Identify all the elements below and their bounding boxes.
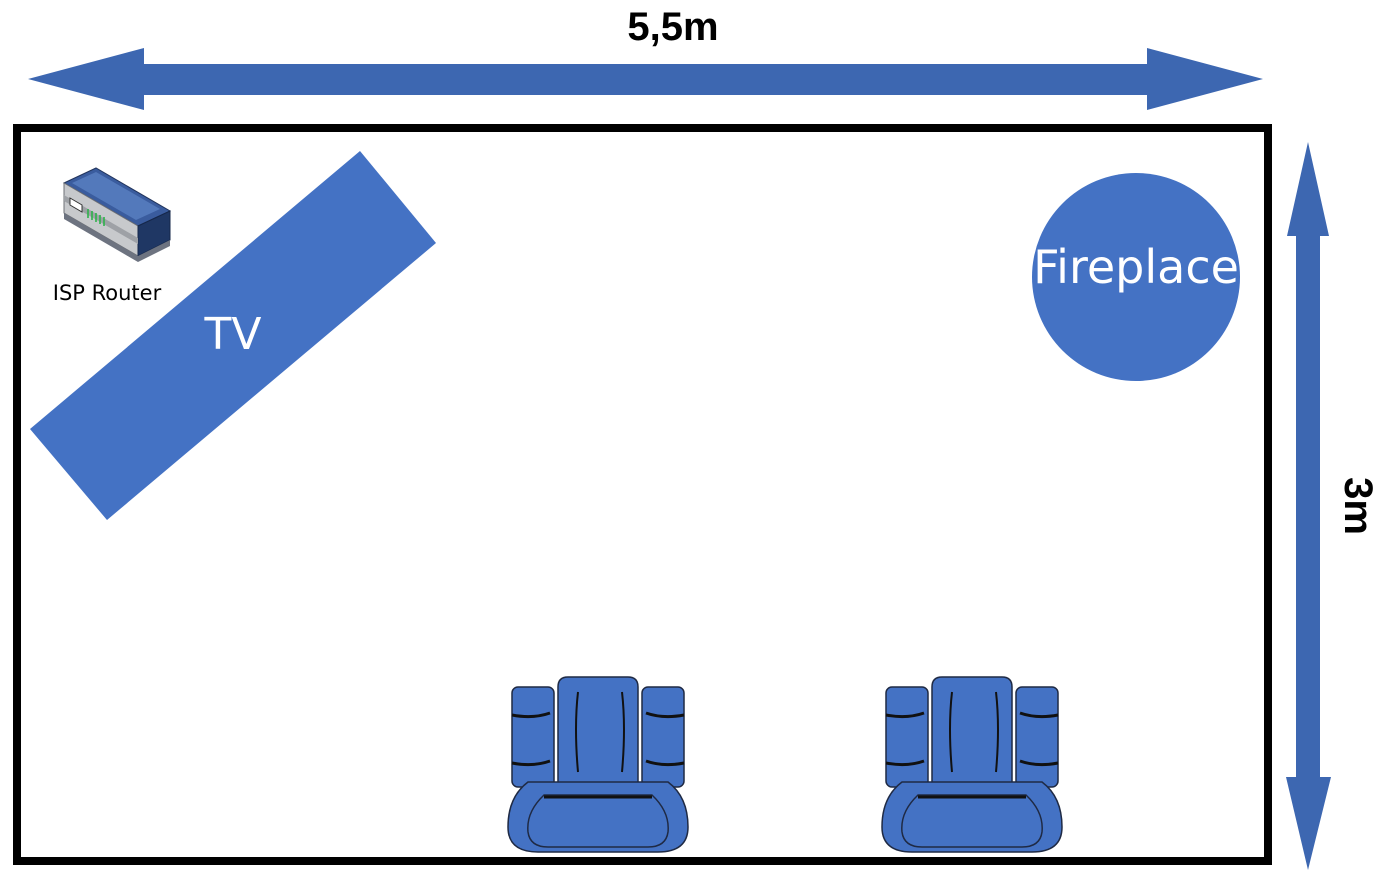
tv-label: TV: [204, 309, 262, 360]
room-walls: [13, 124, 1272, 865]
width-label: 5,5m: [627, 5, 718, 49]
height-arrow: [1286, 142, 1331, 870]
height-label: 3m: [1336, 477, 1380, 535]
router-icon: [62, 167, 172, 262]
armchair-left: [506, 675, 690, 854]
tv: [30, 151, 436, 520]
fireplace: [1032, 173, 1240, 381]
fireplace-label: Fireplace: [1033, 240, 1239, 294]
router-label: ISP Router: [53, 281, 162, 305]
width-arrow: [28, 48, 1263, 110]
armchair-right: [880, 675, 1064, 854]
